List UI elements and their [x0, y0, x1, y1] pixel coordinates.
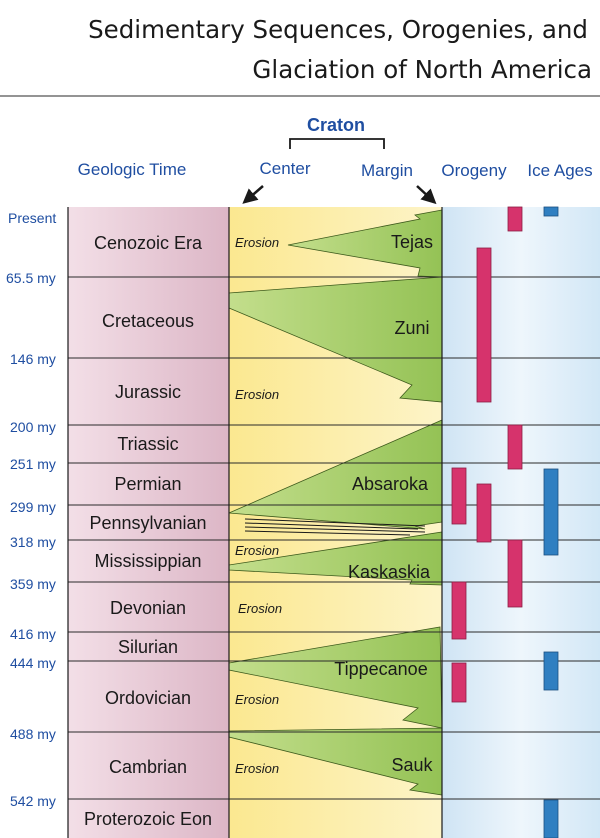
column-borders: [67, 207, 443, 838]
erosion-label: Erosion: [238, 601, 282, 616]
tectonics-column: [442, 207, 600, 838]
header-geologic-time: Geologic Time: [78, 160, 187, 179]
age-label: 200 my: [10, 419, 56, 435]
orogeny-bar-cenozoic: [507, 206, 523, 232]
title-line-1: Sedimentary Sequences, Orogenies, and: [88, 15, 588, 44]
header-margin: Margin: [361, 161, 413, 180]
erosion-label: Erosion: [235, 543, 279, 558]
age-label: 444 my: [10, 655, 56, 671]
orogeny-bar-mississippian: [507, 539, 523, 608]
orogeny-bar-permian: [451, 467, 467, 525]
craton-bracket: [289, 138, 385, 149]
age-label: 146 my: [10, 351, 56, 367]
wedge-absaroka: [228, 419, 443, 530]
time-column: [68, 207, 229, 838]
erosion-label: Erosion: [235, 761, 279, 776]
margin-arrow: [416, 185, 437, 205]
ice-age-bar-ordovician: [543, 651, 559, 691]
orogeny-bar-ordovician: [451, 662, 467, 703]
period-label: Cenozoic Era: [94, 233, 203, 253]
age-label: 251 my: [10, 456, 56, 472]
period-label: Jurassic: [115, 382, 181, 402]
orogeny-bar-pennsylvanian: [476, 483, 492, 543]
sequence-labels: Tejas Zuni Absaroka Kaskaskia Tippecanoe…: [334, 232, 433, 775]
ice-age-bars: [543, 206, 559, 838]
orogeny-bars: [451, 206, 523, 703]
period-label: Triassic: [117, 434, 178, 454]
period-label: Devonian: [110, 598, 186, 618]
boundary-lines: [68, 276, 600, 800]
age-label: 318 my: [10, 534, 56, 550]
orogeny-bar-triassic: [507, 424, 523, 470]
orogeny-bar-devonian: [451, 581, 467, 640]
erosion-label: Erosion: [235, 235, 279, 250]
header-ice-ages: Ice Ages: [527, 161, 592, 180]
age-label: 488 my: [10, 726, 56, 742]
ice-age-bar-recent: [543, 206, 559, 217]
title-line-2: Glaciation of North America: [252, 55, 592, 84]
age-label: 65.5 my: [6, 270, 56, 286]
sequence-label: Tippecanoe: [334, 659, 427, 679]
age-labels: Present 65.5 my 146 my 200 my 251 my 299…: [6, 210, 56, 809]
period-label: Cretaceous: [102, 311, 194, 331]
period-label: Mississippian: [94, 551, 201, 571]
header-center: Center: [259, 159, 310, 178]
erosion-labels: Erosion Erosion Erosion Erosion Erosion …: [235, 235, 282, 776]
sequence-label: Kaskaskia: [348, 562, 431, 582]
period-label: Silurian: [118, 637, 178, 657]
period-label: Permian: [114, 474, 181, 494]
orogeny-bar-mesozoic: [476, 247, 492, 403]
ice-age-bar-proterozoic: [543, 799, 559, 838]
age-label: 416 my: [10, 626, 56, 642]
period-label: Cambrian: [109, 757, 187, 777]
period-label: Ordovician: [105, 688, 191, 708]
erosion-label: Erosion: [235, 692, 279, 707]
erosion-label: Erosion: [235, 387, 279, 402]
age-label: 359 my: [10, 576, 56, 592]
period-label: Pennsylvanian: [89, 513, 206, 533]
sequence-label: Zuni: [394, 318, 429, 338]
wedge-pennsylvanian-lines: [244, 518, 426, 536]
period-labels: Cenozoic Era Cretaceous Jurassic Triassi…: [84, 233, 212, 829]
age-label: Present: [8, 210, 56, 226]
center-arrow: [242, 185, 264, 204]
period-label: Proterozoic Eon: [84, 809, 212, 829]
sequence-label: Sauk: [391, 755, 433, 775]
header-orogeny: Orogeny: [441, 161, 507, 180]
header-craton: Craton: [307, 115, 365, 135]
age-label: 299 my: [10, 499, 56, 515]
sequence-wedges: [228, 209, 443, 796]
sequence-label: Tejas: [391, 232, 433, 252]
sequence-label: Absaroka: [352, 474, 429, 494]
ice-age-bar-late-paleozoic: [543, 468, 559, 556]
age-label: 542 my: [10, 793, 56, 809]
